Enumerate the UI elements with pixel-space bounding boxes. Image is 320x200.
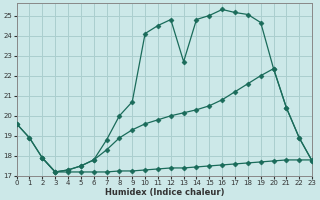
X-axis label: Humidex (Indice chaleur): Humidex (Indice chaleur) (105, 188, 224, 197)
